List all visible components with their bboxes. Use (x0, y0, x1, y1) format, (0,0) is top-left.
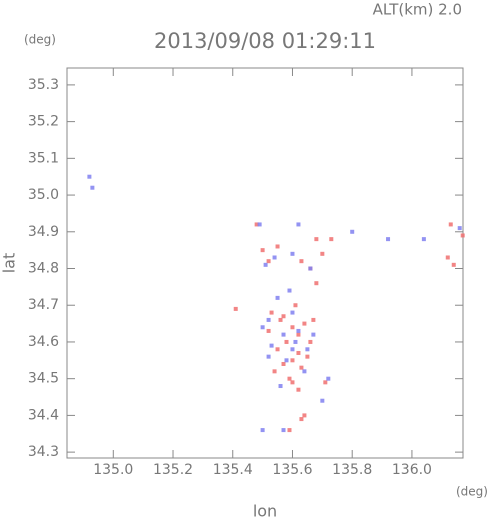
subtitle: ALT(km) 2.0 (373, 1, 462, 19)
point (263, 262, 268, 267)
point (296, 222, 301, 227)
y-tick-label: 35.0 (28, 187, 59, 203)
y-tick-label: 35.1 (28, 150, 59, 166)
point (421, 237, 426, 242)
y-tick-label: 34.5 (28, 371, 59, 387)
plot-frame (66, 67, 464, 459)
point (260, 248, 265, 253)
y-tick-label: 34.3 (28, 444, 59, 460)
point (278, 317, 283, 322)
point (302, 413, 307, 418)
point (290, 380, 295, 385)
point (314, 281, 319, 286)
chart-title: 2013/09/08 01:29:11 (154, 29, 376, 53)
point (272, 255, 277, 260)
point (350, 229, 355, 234)
x-axis-label: lon (253, 502, 277, 521)
point (290, 347, 295, 352)
point (281, 332, 286, 337)
x-tick-label: 135.8 (332, 462, 372, 478)
point (266, 354, 271, 359)
point (293, 303, 298, 308)
point (296, 350, 301, 355)
point (254, 222, 259, 227)
point (269, 310, 274, 315)
x-tick-label: 135.0 (93, 462, 133, 478)
point (299, 365, 304, 370)
x-unit: (deg) (456, 485, 488, 499)
point (457, 226, 462, 231)
point (320, 398, 325, 403)
point (311, 332, 316, 337)
point (299, 259, 304, 264)
point (296, 332, 301, 337)
point (296, 328, 301, 333)
point (260, 325, 265, 330)
point (275, 347, 280, 352)
point (290, 251, 295, 256)
point (287, 288, 292, 293)
point (90, 185, 95, 190)
point (272, 369, 277, 374)
point (233, 306, 238, 311)
point (448, 222, 453, 227)
point (275, 295, 280, 300)
point (308, 266, 313, 271)
point (281, 314, 286, 319)
point (308, 339, 313, 344)
point (302, 369, 307, 374)
point (266, 259, 271, 264)
point (386, 237, 391, 242)
point (266, 317, 271, 322)
point (305, 347, 310, 352)
point (460, 233, 465, 238)
y-tick-label: 34.7 (28, 297, 59, 313)
point (281, 428, 286, 433)
point (281, 361, 286, 366)
point (323, 380, 328, 385)
point (257, 222, 262, 227)
y-tick-label: 34.4 (28, 407, 59, 423)
point (290, 310, 295, 315)
y-unit: (deg) (24, 33, 56, 47)
point (284, 358, 289, 363)
point (269, 343, 274, 348)
point (305, 354, 310, 359)
point (293, 339, 298, 344)
point (320, 251, 325, 256)
x-tick-label: 135.4 (213, 462, 253, 478)
y-tick-label: 35.3 (28, 77, 59, 93)
point (299, 417, 304, 422)
point (278, 384, 283, 389)
point (287, 376, 292, 381)
x-tick-label: 135.6 (272, 462, 312, 478)
x-tick-label: 135.2 (153, 462, 193, 478)
y-tick-label: 35.2 (28, 114, 59, 130)
y-tick-label: 34.6 (28, 334, 59, 350)
point (87, 174, 92, 179)
y-axis-label: lat (0, 253, 19, 274)
point (329, 237, 334, 242)
point (311, 317, 316, 322)
point (284, 339, 289, 344)
point (287, 428, 292, 433)
point (326, 376, 331, 381)
point (296, 387, 301, 392)
point (314, 237, 319, 242)
point (290, 325, 295, 330)
y-tick-label: 34.8 (28, 261, 59, 277)
point (275, 244, 280, 249)
point (445, 255, 450, 260)
point (290, 358, 295, 363)
x-tick-label: 136.0 (392, 462, 432, 478)
point (260, 428, 265, 433)
point (302, 321, 307, 326)
point (451, 262, 456, 267)
y-tick-label: 34.9 (28, 224, 59, 240)
point (266, 328, 271, 333)
